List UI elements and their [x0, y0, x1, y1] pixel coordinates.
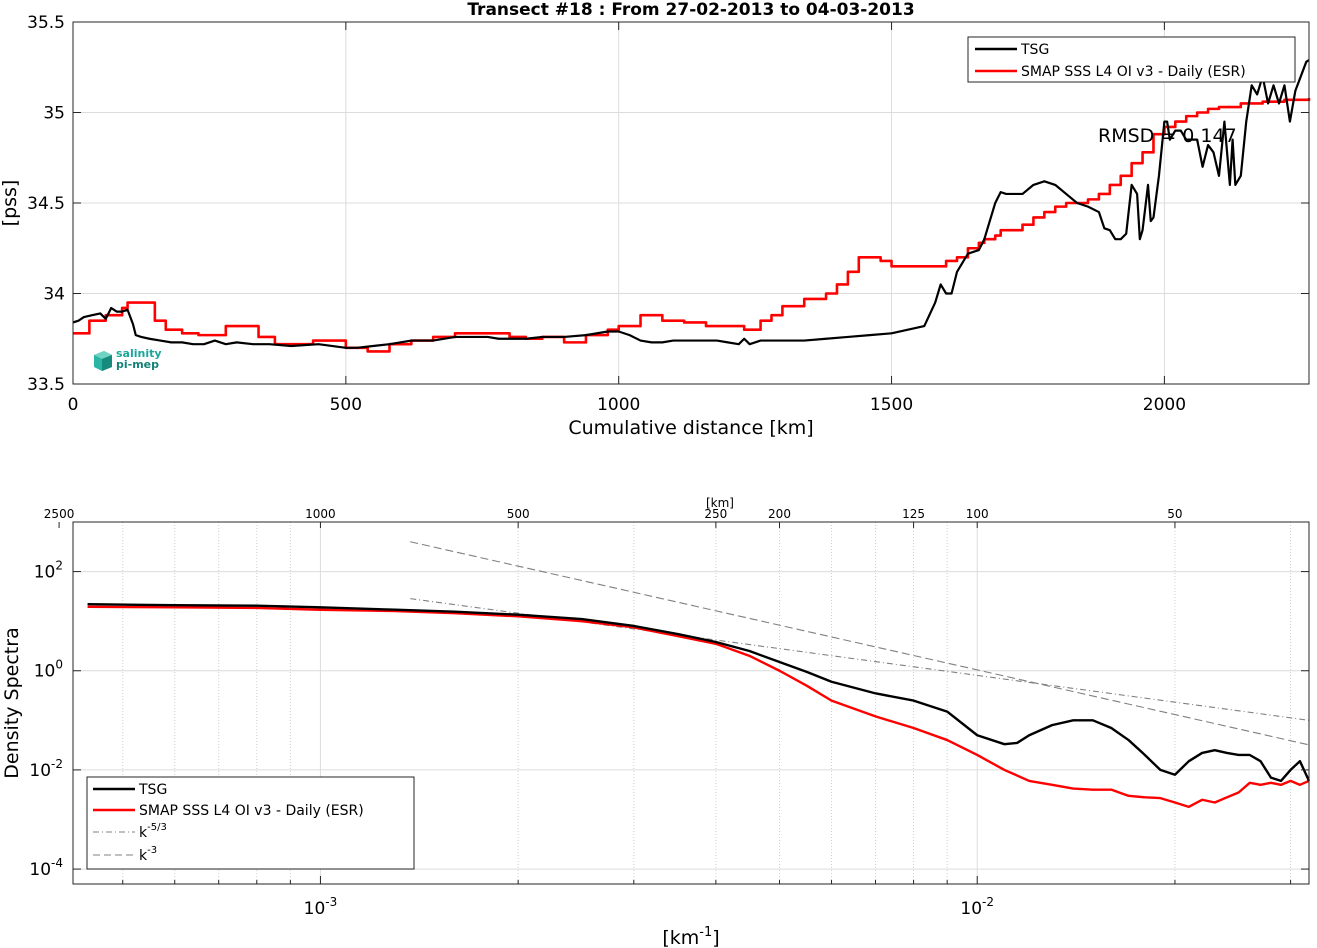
logo-text-salinity: salinity: [116, 347, 162, 360]
salinity-pimep-logo: salinity pi-mep: [92, 346, 172, 376]
bottom-legend: TSG SMAP SSS L4 OI v3 - Daily (ESR) k-5/…: [86, 776, 415, 870]
bottom-top-axis-tick-label: 250: [704, 507, 727, 521]
bottom-y-tick-label: 100: [34, 658, 63, 682]
bottom-top-axis-tick-label: 200: [768, 507, 791, 521]
bottom-top-axis-tick-label: 125: [902, 507, 925, 521]
top-chart: 0 500 1000 1500 2000 33.5 34 34.5 35 35.5 Transec…: [0, 0, 1311, 439]
top-series-layer: [72, 59, 1311, 353]
bottom-x-axis-label-tail: ]: [712, 927, 719, 948]
bottom-series-k53: [410, 598, 1310, 721]
top-x-axis-label: Cumulative distance [km]: [568, 417, 813, 439]
top-x-tick-label: 1000: [597, 395, 640, 415]
tick-exponent: -2: [51, 757, 63, 771]
bottom-legend-label-k3: k-3: [139, 845, 157, 864]
tick-base: 10: [29, 761, 51, 781]
k53-base: k: [139, 825, 148, 841]
bottom-legend-label-smap: SMAP SSS L4 OI v3 - Daily (ESR): [139, 803, 364, 819]
bottom-top-axis-tick-label: 100: [966, 507, 989, 521]
top-y-tick-label: 35.5: [27, 13, 65, 33]
bottom-x-tick-label: 10-3: [304, 895, 338, 919]
top-legend-label-tsg: TSG: [1020, 42, 1049, 58]
top-x-tick-label: 500: [330, 395, 362, 415]
top-y-tick-label: 35: [43, 104, 65, 124]
bottom-x-tick-label: 10-2: [960, 895, 994, 919]
top-legend-box: [967, 36, 1296, 83]
top-x-tick-label: 0: [68, 395, 79, 415]
rmsd-annotation: RMSD = 0.147: [1098, 125, 1237, 147]
top-y-tick-label: 33.5: [27, 375, 65, 395]
bottom-y-tick-label: 10-2: [29, 757, 63, 781]
bottom-top-axis-tick-label: 500: [507, 507, 530, 521]
bottom-legend-label-k53: k-5/3: [139, 822, 167, 841]
bottom-series-layer: [87, 541, 1311, 809]
bottom-top-axis-tick-label: 50: [1167, 507, 1182, 521]
top-x-tick-label: 2000: [1143, 395, 1186, 415]
top-series-smap: [73, 98, 1311, 353]
k53-exponent: -5/3: [147, 822, 167, 833]
bottom-series-k3: [410, 541, 1310, 746]
tick-exponent: -4: [51, 856, 63, 870]
tick-base: 10: [304, 899, 326, 919]
tick-exponent: -2: [982, 895, 994, 909]
tick-base: 10: [34, 563, 56, 583]
logo-text-pimep: pi-mep: [116, 358, 160, 371]
bottom-series-tsg: [87, 602, 1311, 783]
bottom-y-tick-label: 10-4: [29, 856, 63, 880]
bottom-top-axis-tick-label: 1000: [305, 507, 336, 521]
logo-cube-icon: [94, 351, 112, 371]
bottom-x-axis-label-base: [km: [662, 927, 699, 948]
bottom-legend-box: [86, 776, 415, 870]
k3-exponent: -3: [147, 845, 157, 856]
bottom-top-axis-label: [km]: [706, 496, 734, 510]
bottom-plot-frame: [72, 521, 1310, 885]
tick-exponent: -3: [325, 895, 337, 909]
bottom-x-axis-label: [km-1]: [662, 925, 719, 948]
bottom-x-axis-label-exponent: -1: [699, 925, 712, 940]
top-chart-title: Transect #18 : From 27-02-2013 to 04-03-…: [467, 0, 914, 20]
bottom-legend-label-tsg: TSG: [138, 782, 167, 798]
tick-base: 10: [960, 899, 982, 919]
top-series-tsg: [72, 59, 1310, 349]
top-y-axis-label: [pss]: [0, 180, 21, 227]
tick-base: 10: [29, 860, 51, 880]
k3-base: k: [139, 848, 148, 864]
bottom-y-tick-label: 102: [34, 559, 63, 583]
top-legend-label-smap: SMAP SSS L4 OI v3 - Daily (ESR): [1021, 64, 1246, 80]
bottom-y-axis-label: Density Spectra: [1, 627, 23, 778]
tick-exponent: 2: [55, 559, 63, 573]
bottom-top-axis-tick-label: 2500: [44, 507, 75, 521]
top-y-tick-label: 34.5: [27, 194, 65, 214]
top-legend: TSG SMAP SSS L4 OI v3 - Daily (ESR): [967, 36, 1296, 83]
tick-exponent: 0: [55, 658, 63, 672]
tick-base: 10: [34, 662, 56, 682]
top-x-tick-label: 1500: [870, 395, 913, 415]
top-ticks: 0 500 1000 1500 2000 33.5 34 34.5 35 35.5: [27, 13, 1309, 415]
top-y-tick-label: 34: [43, 285, 65, 305]
bottom-series-smap: [87, 605, 1310, 809]
